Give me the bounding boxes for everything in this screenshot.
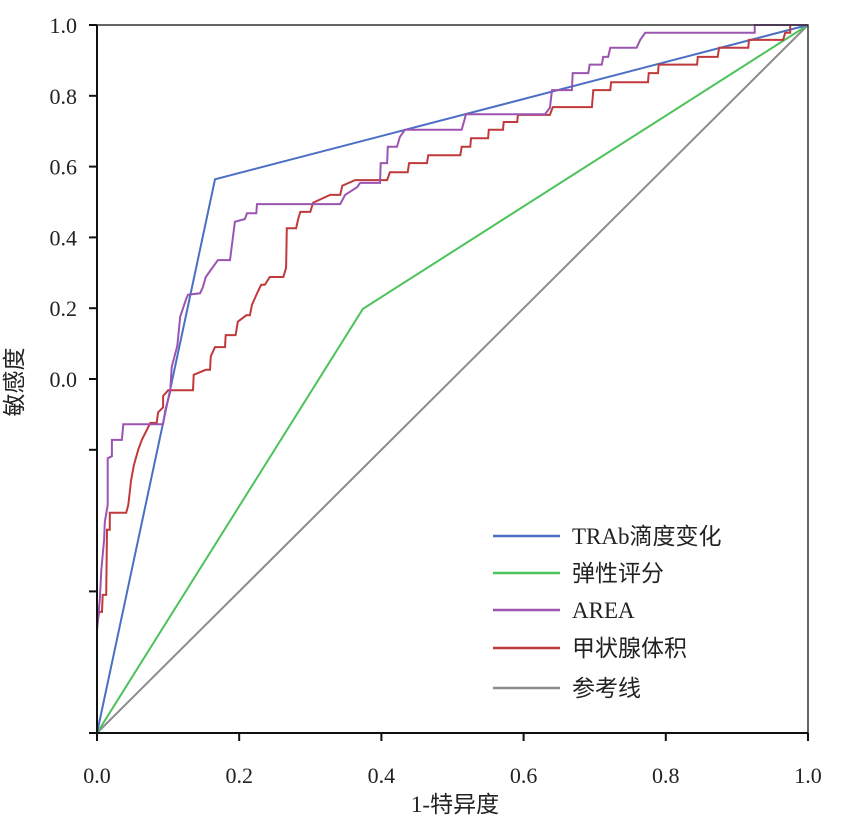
x-tick-label: 1.0 [794,763,822,788]
y-tick-label: 1.0 [50,13,78,38]
legend-label: TRAb滴度变化 [572,524,722,549]
series-line-3 [96,24,808,733]
series-line-2 [96,24,808,733]
y-axis-ticks: 1.0 0.8 0.6 0.4 0.2 0.0 [50,13,97,734]
x-axis-title: 1-特异度 [411,792,499,817]
legend-label: AREA [572,598,635,623]
x-tick-label: 0.2 [225,763,253,788]
series-layer [96,24,809,734]
legend-label: 参考线 [572,676,641,701]
x-tick-label: 0.0 [83,763,111,788]
x-axis-ticks: 0.0 0.2 0.4 0.6 0.8 1.0 [83,733,822,788]
y-tick-label: 0.2 [50,296,78,321]
y-axis-title: 敏感度 [2,348,27,417]
x-tick-label: 0.6 [510,763,538,788]
legend-label: 甲状腺体积 [572,636,687,661]
y-tick-label: 0.8 [50,84,78,109]
series-line-1 [96,24,809,734]
y-tick-label: 0.0 [50,367,78,392]
x-tick-label: 0.4 [368,763,396,788]
y-tick-label: 0.6 [50,155,78,180]
series-line-0 [96,24,809,734]
series-line-4 [96,24,809,734]
y-tick-label: 0.4 [50,225,78,250]
legend-label: 弹性评分 [572,561,664,586]
x-tick-label: 0.8 [652,763,680,788]
